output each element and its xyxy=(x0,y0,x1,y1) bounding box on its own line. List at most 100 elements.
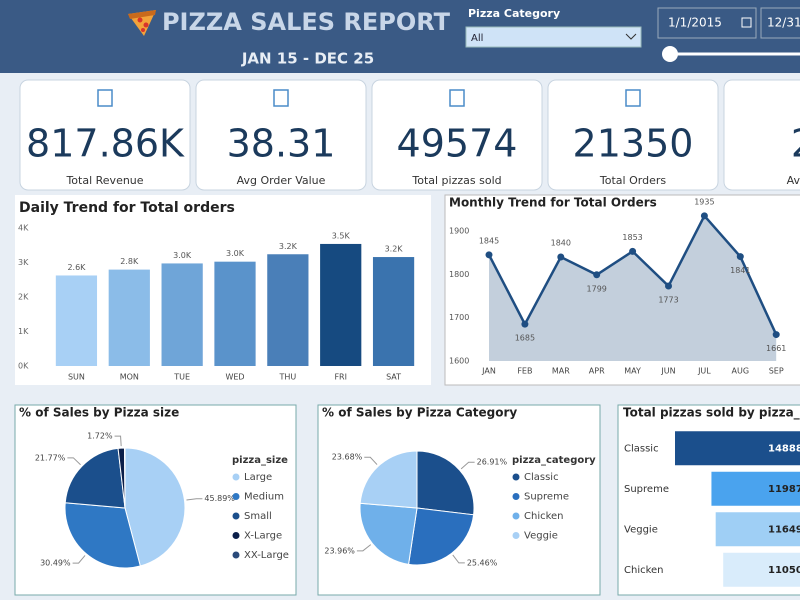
legend-title: pizza_size xyxy=(232,455,288,466)
data-label: 11987 xyxy=(768,484,800,495)
data-label: 1840 xyxy=(551,239,571,248)
legend-label: Chicken xyxy=(524,511,564,522)
legend-marker xyxy=(512,473,520,481)
data-label: 1853 xyxy=(622,233,642,242)
leader-line xyxy=(114,435,122,447)
bar xyxy=(108,269,150,366)
kpi-value: 2. xyxy=(791,122,800,166)
point xyxy=(593,271,601,279)
data-label: 1845 xyxy=(479,236,499,245)
point xyxy=(700,212,708,220)
data-label: 30.49% xyxy=(40,559,71,568)
point xyxy=(772,331,780,339)
funnel-bar xyxy=(675,431,800,466)
data-label: 45.89% xyxy=(204,494,235,503)
kpi-label: Total Orders xyxy=(599,174,666,187)
kpi-value: 38.31 xyxy=(227,122,336,166)
leader-line xyxy=(72,555,86,564)
legend-label: Small xyxy=(244,511,272,522)
data-label: 3.0K xyxy=(226,249,245,258)
kpi-value: 49574 xyxy=(397,122,518,166)
point xyxy=(557,253,565,261)
legend-label: XX-Large xyxy=(244,550,289,561)
chart-title: Total pizzas sold by pizza_categ xyxy=(623,406,800,421)
data-label: 14888 xyxy=(768,443,800,454)
kpi-icon xyxy=(97,89,113,107)
y-tick-label: 1600 xyxy=(449,357,469,366)
x-tick-label: WED xyxy=(225,373,244,382)
data-label: 3.2K xyxy=(385,245,404,254)
bar xyxy=(267,254,309,366)
leader-line xyxy=(356,544,372,552)
x-tick-label: FRI xyxy=(334,373,347,382)
end-date-box[interactable] xyxy=(760,7,800,39)
data-label: 1799 xyxy=(587,284,607,293)
report-title: PIZZA SALES REPORT xyxy=(162,8,451,36)
legend-label: Medium xyxy=(244,492,284,503)
data-label: 23.96% xyxy=(324,546,355,555)
leader-line xyxy=(460,461,475,470)
point xyxy=(665,282,672,290)
category-label: Chicken xyxy=(624,565,664,576)
data-label: 1841 xyxy=(730,266,750,275)
dropdown-arrow xyxy=(625,33,637,40)
pie-slice xyxy=(359,450,418,509)
pie-slice xyxy=(416,450,475,516)
x-tick-label: JAN xyxy=(481,367,496,376)
kpi-label: Avg Pizz xyxy=(787,174,800,187)
charts: Daily Trend for Total orders 0K 1K 2K 3K 4K 2.… xyxy=(18,196,800,587)
y-tick-label: 2K xyxy=(18,293,29,302)
x-tick-label: SEP xyxy=(769,367,784,376)
x-tick-label: THU xyxy=(278,373,296,382)
x-tick-label: TUE xyxy=(173,373,190,382)
data-label: 1773 xyxy=(658,296,678,305)
dropdown-value: All xyxy=(471,33,483,44)
data-label: 25.46% xyxy=(467,558,498,567)
end-date: 12/31 xyxy=(767,16,800,30)
bar xyxy=(161,263,203,366)
leader-line xyxy=(186,498,203,501)
point xyxy=(521,320,529,328)
funnel-bar xyxy=(723,552,800,587)
pie-slice xyxy=(359,502,418,565)
bar xyxy=(320,243,362,366)
y-tick-label: 0K xyxy=(18,362,29,371)
kpi-icon xyxy=(449,89,465,107)
chart-title: Monthly Trend for Total Orders xyxy=(449,196,657,210)
y-tick-label: 4K xyxy=(18,224,29,233)
data-label: 21.77% xyxy=(35,453,66,462)
leader-line xyxy=(452,554,465,564)
data-label: 1685 xyxy=(515,334,535,343)
area xyxy=(489,215,777,361)
legend-marker xyxy=(232,512,240,520)
date-slider-handle[interactable] xyxy=(662,46,678,62)
legend-marker xyxy=(512,532,520,539)
category-dropdown[interactable] xyxy=(465,26,642,48)
legend-marker xyxy=(232,493,240,500)
legend-label: Supreme xyxy=(524,492,569,503)
data-label: 11649 xyxy=(768,524,800,535)
kpi-value: 817.86K xyxy=(26,122,185,166)
y-tick-label: 1700 xyxy=(449,313,469,322)
data-label: 3.0K xyxy=(173,251,192,260)
bar xyxy=(55,275,98,366)
category-label: Classic xyxy=(624,443,659,454)
leader-line xyxy=(67,457,81,466)
data-label: 3.5K xyxy=(332,231,351,240)
x-tick-label: APR xyxy=(589,367,605,376)
y-tick-label: 1800 xyxy=(449,270,469,279)
x-tick-label: MON xyxy=(120,373,139,382)
filter-label: Pizza Category xyxy=(468,7,560,20)
funnel-bar xyxy=(711,471,800,506)
pie-slice xyxy=(407,507,475,566)
chart-title: Daily Trend for Total orders xyxy=(19,200,235,216)
legend-label: Large xyxy=(244,472,272,483)
chart-title: % of Sales by Pizza Category xyxy=(322,406,517,420)
data-label: 1.72% xyxy=(87,432,113,441)
report-subtitle: JAN 15 - DEC 25 xyxy=(241,50,374,68)
category-label: Supreme xyxy=(624,484,669,495)
start-date-box[interactable] xyxy=(657,7,757,39)
kpi-card xyxy=(547,79,719,191)
